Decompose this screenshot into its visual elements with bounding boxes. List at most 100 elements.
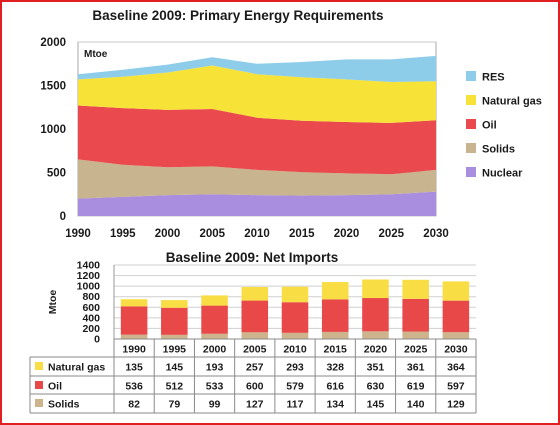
bar-y-tick-label: 1000 (77, 281, 101, 293)
table-cell-value: 140 (407, 399, 425, 411)
table-cell-value: 82 (128, 399, 140, 411)
bar-segment-oil (201, 305, 228, 334)
bar-x-tick-label: 2015 (324, 344, 348, 356)
bar-segment-solids (321, 331, 349, 339)
bar-x-tick-label: 2020 (364, 344, 388, 356)
area-series-res (78, 55, 436, 82)
bar-segment-oil (161, 307, 188, 335)
bar-segment-oil (402, 298, 429, 332)
table-row-label: Natural gas (48, 362, 105, 374)
area-legend-label: Oil (482, 120, 497, 132)
bar-y-tick-label: 1200 (77, 270, 101, 282)
bar-x-tick-label: 1995 (163, 344, 187, 356)
table-cell-value: 619 (407, 381, 425, 393)
bar-segment-natural-gas (321, 282, 349, 300)
area-x-tick-label: 2025 (378, 228, 404, 240)
bar-segment-oil (362, 298, 389, 332)
table-cell-value: 99 (209, 399, 221, 411)
bar-x-tick-label: 2030 (444, 344, 468, 356)
area-legend-swatch (466, 167, 476, 177)
table-cell-value: 117 (287, 399, 304, 411)
table-cell-value: 597 (447, 381, 465, 393)
bar-segment-oil (120, 306, 148, 335)
bar-y-tick-label: 800 (82, 291, 100, 303)
bar-y-tick-label: 1400 (77, 260, 101, 272)
table-cell-value: 512 (166, 381, 184, 393)
area-series-solids (78, 159, 436, 199)
area-x-tick-label: 2010 (244, 228, 270, 240)
table-legend-swatch (35, 362, 43, 370)
area-y-tick-label: 0 (60, 211, 66, 223)
table-row-label: Solids (48, 399, 80, 411)
bar-segment-oil (281, 302, 309, 333)
bar-segment-solids (241, 332, 269, 339)
area-series-nuclear (78, 191, 436, 216)
bar-y-axis-label: Mtoe (47, 290, 59, 315)
table-cell-value: 79 (168, 399, 180, 411)
table-cell-value: 351 (367, 362, 385, 374)
bar-segment-oil (321, 299, 349, 332)
area-legend-swatch (466, 71, 476, 81)
table-cell-value: 364 (447, 362, 465, 374)
table-cell-value: 127 (246, 399, 264, 411)
bar-segment-natural-gas (201, 295, 228, 306)
table-cell-value: 600 (246, 381, 264, 393)
area-x-tick-label: 2030 (423, 228, 449, 240)
table-cell-value: 361 (407, 362, 425, 374)
table-cell-value: 193 (206, 362, 224, 374)
bar-y-tick-label: 400 (82, 312, 100, 324)
area-series-oil (78, 105, 436, 175)
bar-x-tick-label: 2000 (203, 344, 227, 356)
area-legend-label: RES (482, 72, 505, 84)
table-cell-value: 293 (286, 362, 304, 374)
table-cell-value: 129 (447, 399, 465, 411)
bar-segment-solids (120, 334, 148, 339)
area-y-tick-label: 2000 (40, 37, 66, 49)
table-cell-value: 328 (326, 362, 344, 374)
table-legend-swatch (35, 381, 43, 389)
bar-segment-natural-gas (120, 299, 148, 307)
area-x-tick-label: 1990 (65, 228, 91, 240)
area-y-tick-label: 1000 (40, 124, 66, 136)
bar-segment-solids (362, 331, 389, 339)
area-unit-label: Mtoe (84, 49, 108, 60)
table-cell-value: 616 (326, 381, 344, 393)
area-legend-swatch (466, 143, 476, 153)
table-cell-value: 145 (166, 362, 184, 374)
bar-x-tick-label: 2005 (243, 344, 267, 356)
area-legend-label: Natural gas (482, 96, 542, 108)
bar-segment-solids (201, 333, 228, 339)
bar-y-tick-label: 600 (82, 302, 100, 314)
area-x-tick-label: 2015 (289, 228, 315, 240)
area-x-tick-label: 2000 (155, 228, 181, 240)
area-series-natural-gas (78, 65, 436, 123)
bar-segment-natural-gas (281, 286, 309, 303)
area-legend-swatch (466, 95, 476, 105)
table-cell-value: 257 (246, 362, 264, 374)
table-cell-value: 630 (367, 381, 385, 393)
table-cell-value: 533 (206, 381, 224, 393)
table-cell-value: 145 (367, 399, 385, 411)
bar-data-table: 1990 1995 2000 2005 2010 2015 2020 2025 2030 Natu… (29, 338, 477, 414)
area-x-tick-label: 1995 (110, 228, 136, 240)
area-legend-label: Solids (482, 144, 515, 156)
bar-segment-oil (442, 300, 470, 333)
bar-segment-natural-gas (442, 281, 470, 301)
bar-x-tick-label: 2025 (404, 344, 428, 356)
table-row-label: Oil (48, 381, 62, 393)
bar-segment-solids (281, 332, 309, 339)
table-legend-swatch (35, 399, 43, 407)
bar-x-tick-label: 2010 (283, 344, 307, 356)
bar-segment-oil (241, 300, 269, 333)
area-legend-swatch (466, 119, 476, 129)
bar-segment-natural-gas (362, 279, 389, 299)
table-cell-value: 134 (326, 399, 344, 411)
bar-chart-title: Baseline 2009: Net Imports (166, 250, 339, 265)
bar-segment-natural-gas (241, 286, 269, 301)
area-legend-label: Nuclear (482, 168, 523, 180)
bar-y-tick-label: 0 (94, 334, 100, 346)
area-chart-title: Baseline 2009: Primary Energy Requiremen… (92, 8, 383, 23)
